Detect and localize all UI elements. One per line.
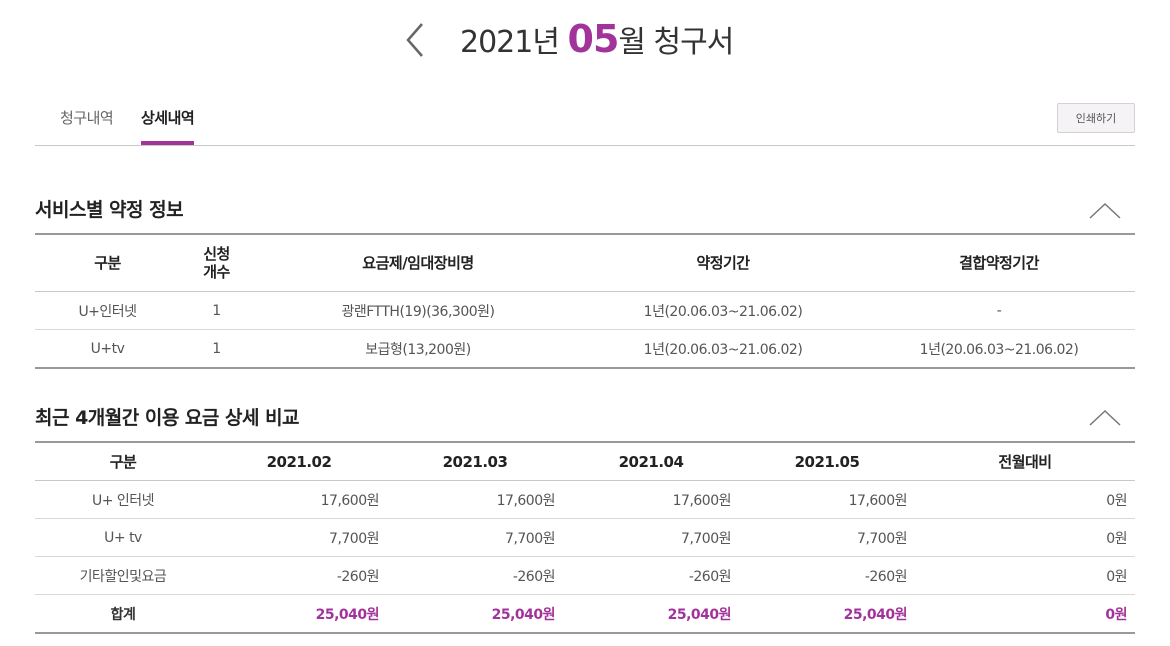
monthly-comparison-table: 구분 2021.02 2021.03 2021.04 2021.05 전월대비 … — [35, 441, 1135, 634]
table-header-row: 구분 신청 개수 요금제/임대장비명 약정기간 결합약정기간 — [35, 234, 1135, 292]
cell-amount: -260원 — [387, 556, 563, 595]
col-header-month-4: 2021.05 — [739, 442, 915, 481]
page-header: 2021년 05월 청구서 — [0, 0, 1170, 80]
cell-diff: 0원 — [915, 518, 1135, 557]
col-header-month-1: 2021.02 — [211, 442, 387, 481]
cell-amount: 7,700원 — [387, 518, 563, 557]
cell-category: 기타할인및요금 — [35, 556, 211, 595]
table-row: U+ 인터넷 17,600원 17,600원 17,600원 17,600원 0… — [35, 480, 1135, 519]
cell-amount: 25,040원 — [211, 594, 387, 634]
col-header-bundle-period: 결합약정기간 — [863, 234, 1135, 292]
table-row: U+인터넷 1 광랜FTTH(19)(36,300원) 1년(20.06.03~… — [35, 291, 1135, 330]
chevron-up-icon[interactable] — [1088, 200, 1122, 222]
cell-diff: 0원 — [915, 556, 1135, 595]
cell-category: 합계 — [35, 594, 211, 634]
cell-amount: -260원 — [739, 556, 915, 595]
cell-amount: 17,600원 — [211, 480, 387, 519]
cell-plan: 보급형(13,200원) — [253, 329, 583, 369]
col-header-category: 구분 — [35, 442, 211, 481]
cell-amount: 25,040원 — [739, 594, 915, 634]
cell-amount: 7,700원 — [739, 518, 915, 557]
cell-plan: 광랜FTTH(19)(36,300원) — [253, 291, 583, 330]
col-header-count: 신청 개수 — [180, 234, 253, 292]
cell-amount: 25,040원 — [563, 594, 739, 634]
tab-bar: 청구내역 상세내역 — [35, 100, 1135, 146]
cell-amount: 17,600원 — [563, 480, 739, 519]
cell-count: 1 — [180, 291, 253, 330]
cell-bundle-period: - — [863, 291, 1135, 330]
chevron-up-icon[interactable] — [1088, 407, 1122, 429]
cell-category: U+tv — [35, 329, 180, 369]
cell-amount: 17,600원 — [739, 480, 915, 519]
tab-billing-summary[interactable]: 청구내역 — [60, 109, 114, 127]
cell-diff: 0원 — [915, 480, 1135, 519]
cell-amount: 7,700원 — [563, 518, 739, 557]
print-button[interactable]: 인쇄하기 — [1057, 103, 1135, 133]
col-header-contract-period: 약정기간 — [583, 234, 863, 292]
cell-category: U+인터넷 — [35, 291, 180, 330]
title-month: 05 — [567, 17, 620, 61]
cell-contract-period: 1년(20.06.03~21.06.02) — [583, 329, 863, 369]
table-row: 기타할인및요금 -260원 -260원 -260원 -260원 0원 — [35, 556, 1135, 595]
col-header-diff: 전월대비 — [915, 442, 1135, 481]
title-year: 2021년 — [460, 25, 560, 60]
table-row: U+tv 1 보급형(13,200원) 1년(20.06.03~21.06.02… — [35, 329, 1135, 369]
contract-info-table: 구분 신청 개수 요금제/임대장비명 약정기간 결합약정기간 U+인터넷 1 광… — [35, 233, 1135, 369]
col-header-month-3: 2021.04 — [563, 442, 739, 481]
cell-amount: 7,700원 — [211, 518, 387, 557]
col-header-plan: 요금제/임대장비명 — [253, 234, 583, 292]
table-total-row: 합계 25,040원 25,040원 25,040원 25,040원 0원 — [35, 594, 1135, 634]
cell-amount: -260원 — [211, 556, 387, 595]
cell-amount: -260원 — [563, 556, 739, 595]
cell-category: U+ 인터넷 — [35, 480, 211, 519]
col-header-category: 구분 — [35, 234, 180, 292]
cell-amount: 25,040원 — [387, 594, 563, 634]
cell-count: 1 — [180, 329, 253, 369]
section-title-monthly-comparison: 최근 4개월간 이용 요금 상세 비교 — [35, 407, 300, 429]
cell-amount: 17,600원 — [387, 480, 563, 519]
col-header-month-2: 2021.03 — [387, 442, 563, 481]
cell-contract-period: 1년(20.06.03~21.06.02) — [583, 291, 863, 330]
cell-bundle-period: 1년(20.06.03~21.06.02) — [863, 329, 1135, 369]
cell-category: U+ tv — [35, 518, 211, 557]
title-suffix: 월 청구서 — [618, 25, 734, 60]
table-header-row: 구분 2021.02 2021.03 2021.04 2021.05 전월대비 — [35, 442, 1135, 481]
table-row: U+ tv 7,700원 7,700원 7,700원 7,700원 0원 — [35, 518, 1135, 557]
tab-billing-detail[interactable]: 상세내역 — [141, 108, 195, 145]
back-arrow-icon[interactable] — [400, 20, 434, 60]
cell-diff: 0원 — [915, 594, 1135, 634]
page-title: 2021년 05월 청구서 — [460, 16, 734, 62]
section-title-contract-info: 서비스별 약정 정보 — [35, 199, 184, 221]
